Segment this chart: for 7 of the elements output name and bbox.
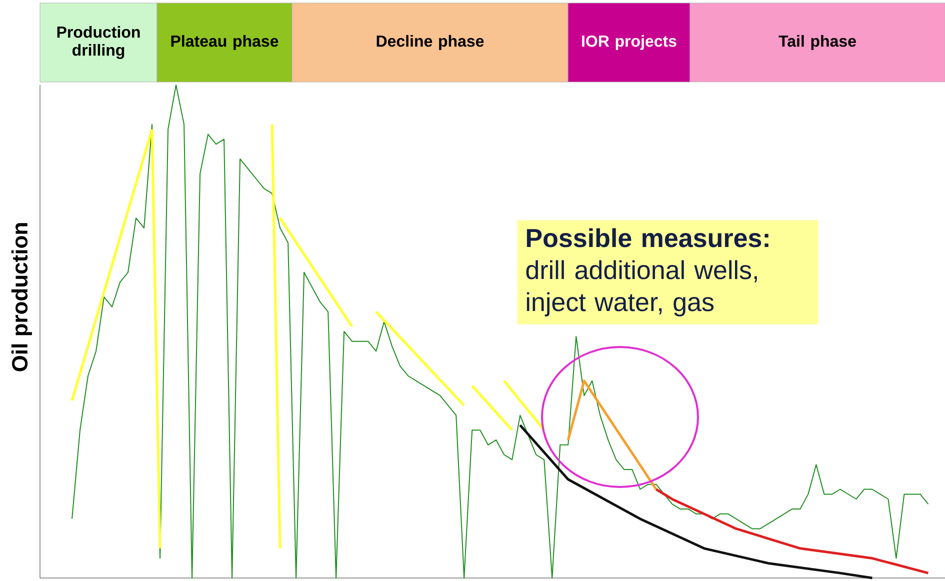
text: Plateau phase [171, 35, 278, 50]
text: Production drilling [57, 26, 140, 59]
text: Tail phase [778, 35, 856, 50]
y-axis-title: Oil production [11, 223, 32, 372]
annotation: Possible measures: drill additional wells, inject water, gas [526, 228, 768, 316]
text: Decline phase [376, 35, 484, 50]
text: IOR projects [582, 35, 676, 50]
